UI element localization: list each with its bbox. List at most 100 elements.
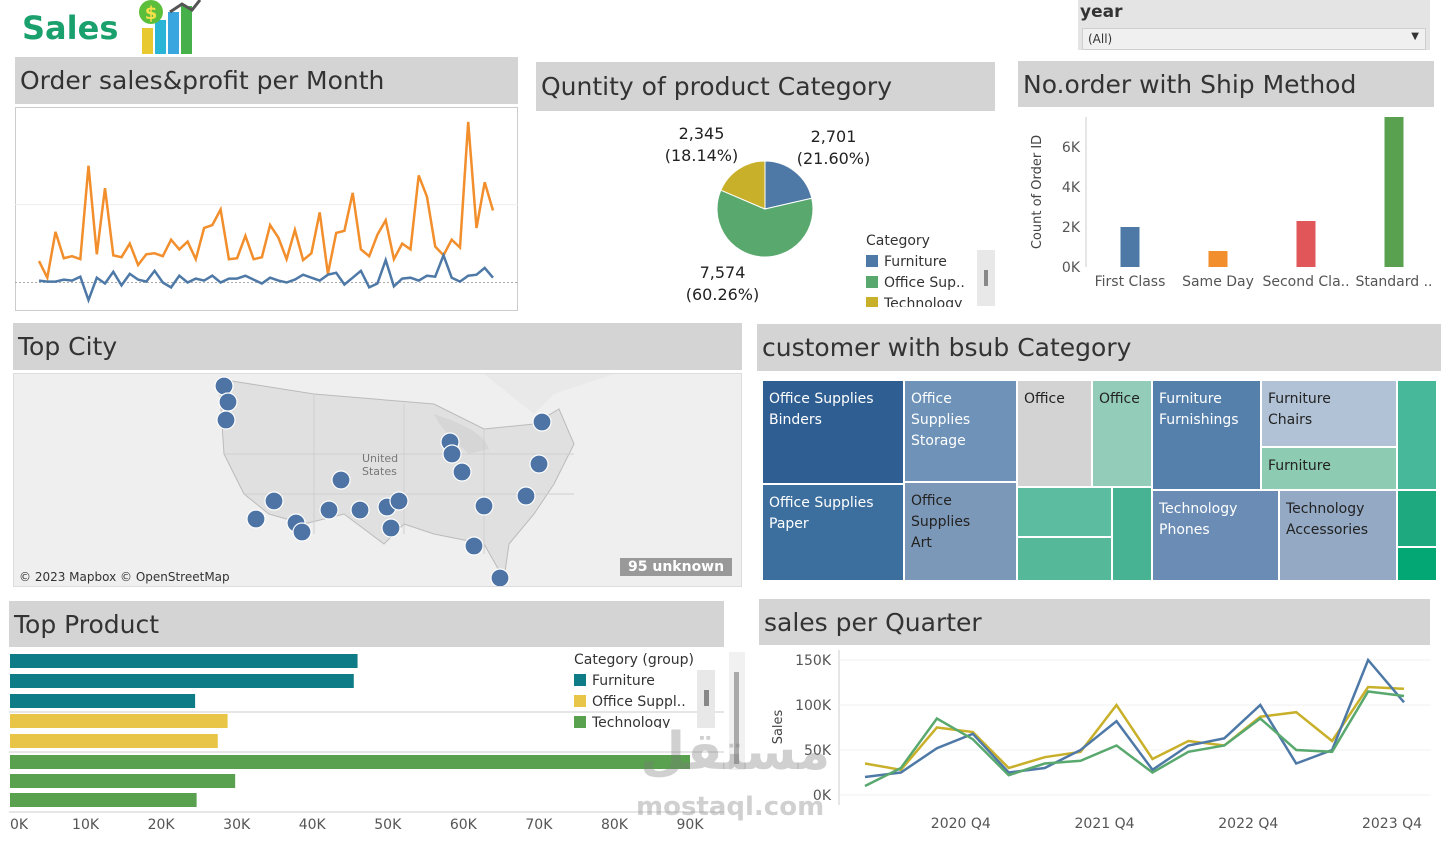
treemap-cell-line: Accessories bbox=[1286, 522, 1369, 538]
bar-1 bbox=[1208, 251, 1228, 267]
product-bar-7 bbox=[10, 793, 197, 807]
x-tick-label: 80K bbox=[601, 817, 629, 833]
pie-slice-office-supplies bbox=[716, 189, 814, 258]
pie-label-tech-value: 2,345 bbox=[678, 124, 725, 143]
y-tick-label: 0K bbox=[813, 788, 832, 804]
city-marker bbox=[319, 500, 339, 520]
x-tick-label: 2021 Q4 bbox=[1075, 816, 1135, 832]
product-legend-item[interactable]: Office Suppl.. bbox=[574, 692, 704, 713]
product-legend-item[interactable]: Technology bbox=[574, 713, 704, 728]
treemap-cell-line: Office Supplies bbox=[769, 495, 874, 511]
y-tick-label: 0K bbox=[1062, 260, 1081, 276]
treemap-cell-green-b[interactable] bbox=[1112, 487, 1152, 581]
x-tick-label: 10K bbox=[72, 817, 100, 833]
treemap-cell-accessories[interactable]: Technology Accessories bbox=[1279, 490, 1397, 581]
city-marker bbox=[389, 491, 409, 511]
treemap-cell-furniture[interactable]: Furniture bbox=[1261, 447, 1397, 490]
monthly-line-chart bbox=[15, 121, 518, 304]
treemap-cell-line: Paper bbox=[769, 516, 809, 532]
product-legend-scroll-thumb[interactable] bbox=[704, 690, 709, 706]
technology-swatch bbox=[866, 297, 878, 307]
treemap-cell-green-a[interactable] bbox=[1017, 487, 1112, 537]
pie-legend-item[interactable]: Technology bbox=[866, 294, 976, 307]
x-tick-label: 40K bbox=[299, 817, 327, 833]
top-city-map[interactable]: United States © 2023 Mapbox © OpenStreet… bbox=[13, 373, 742, 587]
treemap-cell-office-green[interactable]: Office bbox=[1092, 380, 1152, 487]
map-country-label-line1: United bbox=[362, 452, 399, 465]
unknown-badge[interactable]: 95 unknown bbox=[620, 558, 733, 576]
y-tick-label: 50K bbox=[804, 743, 832, 759]
year-select[interactable]: (All) ▼ bbox=[1082, 28, 1426, 50]
watermark-latin: mostaql.com bbox=[636, 792, 825, 822]
panel-title-monthly: Order sales&profit per Month bbox=[15, 57, 518, 104]
subcategory-treemap: Office Supplies Binders Office Supplies Sto… bbox=[762, 380, 1437, 581]
x-tick-label: 0K bbox=[10, 817, 29, 833]
treemap-cell-line: Supplies bbox=[911, 514, 971, 530]
treemap-cell-green-c[interactable] bbox=[1017, 537, 1112, 581]
sales-logo-icon: $ bbox=[139, 0, 202, 54]
pie-label-tech: 2,345 (18.14%) bbox=[664, 123, 739, 167]
year-filter-label: year bbox=[1080, 2, 1123, 22]
quarter-series-0 bbox=[864, 685, 1405, 772]
pie-label-furniture-pct: (21.60%) bbox=[796, 149, 871, 168]
treemap-cell-furnishings[interactable]: Furniture Furnishings bbox=[1152, 380, 1261, 490]
treemap-cell-art[interactable]: Office Supplies Art bbox=[904, 482, 1017, 581]
panel-title-ship: No.order with Ship Method bbox=[1018, 61, 1434, 107]
quarter-series-2 bbox=[864, 690, 1405, 788]
category-pie-chart bbox=[716, 160, 814, 258]
treemap-cell-teal-c[interactable] bbox=[1397, 547, 1437, 581]
x-tick-label: First Class bbox=[1095, 274, 1166, 290]
treemap-cell-chairs[interactable]: Furniture Chairs bbox=[1261, 380, 1397, 447]
technology-swatch bbox=[574, 716, 586, 728]
us-map-shape bbox=[14, 374, 741, 586]
x-tick-label: 20K bbox=[148, 817, 176, 833]
product-legend-title: Category (group) bbox=[574, 652, 694, 668]
watermark-arabic: مستقل bbox=[640, 722, 831, 782]
treemap-cell-line: Technology bbox=[1286, 501, 1365, 517]
product-bar-0 bbox=[10, 654, 358, 668]
quarter-line-chart: Sales 0K 50K 100K 150K 2020 Q4 2021 Q4 2022 Q4 2… bbox=[771, 650, 1431, 832]
treemap-cell-teal-b[interactable] bbox=[1397, 490, 1437, 547]
city-marker bbox=[350, 500, 370, 520]
x-tick-label: 90K bbox=[677, 817, 705, 833]
city-marker bbox=[214, 376, 234, 396]
product-legend-scrollbar[interactable] bbox=[697, 670, 715, 728]
ship-bar-chart: Count of Order ID 0K 2K 4K 6K First Class Same… bbox=[1030, 117, 1433, 290]
city-marker bbox=[464, 536, 484, 556]
pie-legend-item[interactable]: Furniture bbox=[866, 252, 976, 273]
x-tick-label: 70K bbox=[525, 817, 553, 833]
office-swatch bbox=[574, 695, 586, 707]
city-marker bbox=[452, 462, 472, 482]
y-axis-title: Count of Order ID bbox=[1030, 135, 1045, 249]
bar-3 bbox=[1384, 117, 1404, 267]
quarter-series-1 bbox=[864, 657, 1405, 779]
product-chart-scrollbar[interactable] bbox=[729, 652, 745, 770]
treemap-cell-teal-a[interactable] bbox=[1397, 380, 1437, 490]
furniture-swatch bbox=[866, 255, 878, 267]
panel-title-category-qty: Quntity of product Category bbox=[536, 62, 995, 111]
pie-legend-label: Technology bbox=[884, 296, 963, 307]
pie-legend-scrollbar[interactable] bbox=[977, 250, 995, 306]
pie-label-furniture-value: 2,701 bbox=[810, 127, 857, 146]
bar-0 bbox=[1120, 227, 1140, 267]
y-tick-label: 100K bbox=[795, 698, 832, 714]
treemap-cell-paper[interactable]: Office Supplies Paper bbox=[762, 484, 904, 581]
panel-title-city: Top City bbox=[13, 323, 742, 370]
x-tick-label: Same Day bbox=[1182, 274, 1254, 290]
treemap-cell-phones[interactable]: Technology Phones bbox=[1152, 490, 1279, 581]
x-tick-label: 2023 Q4 bbox=[1362, 816, 1422, 832]
city-marker bbox=[442, 444, 462, 464]
pie-legend-title: Category bbox=[866, 233, 930, 249]
city-marker bbox=[216, 410, 236, 430]
x-tick-label: Second Cla.. bbox=[1262, 274, 1349, 290]
pie-slice-furniture bbox=[764, 160, 813, 210]
treemap-cell-office-grey[interactable]: Office bbox=[1017, 380, 1092, 487]
product-legend-item[interactable]: Furniture bbox=[574, 671, 704, 692]
y-tick-label: 150K bbox=[795, 653, 832, 669]
product-chart-scroll-thumb[interactable] bbox=[734, 672, 739, 764]
treemap-cell-storage[interactable]: Office Supplies Storage bbox=[904, 380, 1017, 482]
pie-label-office-value: 7,574 bbox=[699, 263, 746, 282]
pie-legend-scroll-thumb[interactable] bbox=[984, 270, 988, 286]
treemap-cell-binders[interactable]: Office Supplies Binders bbox=[762, 380, 904, 484]
pie-legend-item[interactable]: Office Sup.. bbox=[866, 273, 976, 294]
